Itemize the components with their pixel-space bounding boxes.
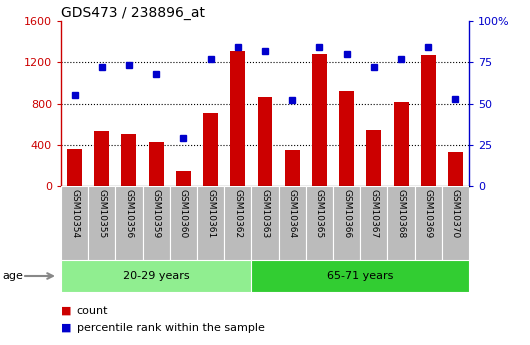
Bar bbox=[339, 91, 354, 186]
Text: ■: ■ bbox=[61, 323, 72, 333]
Bar bbox=[61, 260, 251, 292]
Bar bbox=[360, 186, 387, 260]
Bar bbox=[366, 130, 381, 186]
Text: percentile rank within the sample: percentile rank within the sample bbox=[77, 323, 264, 333]
Bar bbox=[333, 186, 360, 260]
Bar bbox=[67, 149, 82, 186]
Bar bbox=[149, 142, 164, 186]
Text: GSM10366: GSM10366 bbox=[342, 188, 351, 238]
Text: GSM10354: GSM10354 bbox=[70, 188, 79, 238]
Text: GSM10370: GSM10370 bbox=[451, 188, 460, 238]
Bar bbox=[421, 55, 436, 186]
Text: GSM10362: GSM10362 bbox=[233, 188, 242, 238]
Bar bbox=[285, 150, 299, 186]
Bar bbox=[197, 186, 224, 260]
Bar bbox=[251, 260, 469, 292]
Bar bbox=[258, 97, 272, 186]
Text: count: count bbox=[77, 306, 108, 315]
Text: ■: ■ bbox=[61, 306, 72, 315]
Text: GSM10363: GSM10363 bbox=[261, 188, 269, 238]
Text: 20-29 years: 20-29 years bbox=[123, 271, 190, 281]
Bar bbox=[61, 186, 88, 260]
Text: GSM10361: GSM10361 bbox=[206, 188, 215, 238]
Bar bbox=[203, 113, 218, 186]
Bar bbox=[251, 186, 279, 260]
Text: GSM10359: GSM10359 bbox=[152, 188, 161, 238]
Text: GSM10355: GSM10355 bbox=[98, 188, 106, 238]
Bar bbox=[448, 152, 463, 186]
Text: GSM10364: GSM10364 bbox=[288, 188, 297, 238]
Bar bbox=[231, 51, 245, 186]
Text: age: age bbox=[3, 271, 23, 281]
Text: GSM10360: GSM10360 bbox=[179, 188, 188, 238]
Bar bbox=[224, 186, 251, 260]
Bar bbox=[387, 186, 414, 260]
Text: GDS473 / 238896_at: GDS473 / 238896_at bbox=[61, 6, 205, 20]
Text: 65-71 years: 65-71 years bbox=[327, 271, 393, 281]
Bar bbox=[394, 102, 409, 186]
Bar bbox=[121, 134, 136, 186]
Bar bbox=[143, 186, 170, 260]
Bar bbox=[312, 54, 327, 186]
Bar bbox=[414, 186, 442, 260]
Text: GSM10368: GSM10368 bbox=[396, 188, 405, 238]
Bar bbox=[170, 186, 197, 260]
Text: GSM10369: GSM10369 bbox=[424, 188, 432, 238]
Bar bbox=[279, 186, 306, 260]
Bar bbox=[94, 131, 109, 186]
Bar bbox=[116, 186, 143, 260]
Text: GSM10365: GSM10365 bbox=[315, 188, 324, 238]
Bar bbox=[442, 186, 469, 260]
Bar bbox=[88, 186, 116, 260]
Bar bbox=[176, 171, 191, 186]
Bar bbox=[306, 186, 333, 260]
Text: GSM10367: GSM10367 bbox=[369, 188, 378, 238]
Text: GSM10356: GSM10356 bbox=[125, 188, 134, 238]
